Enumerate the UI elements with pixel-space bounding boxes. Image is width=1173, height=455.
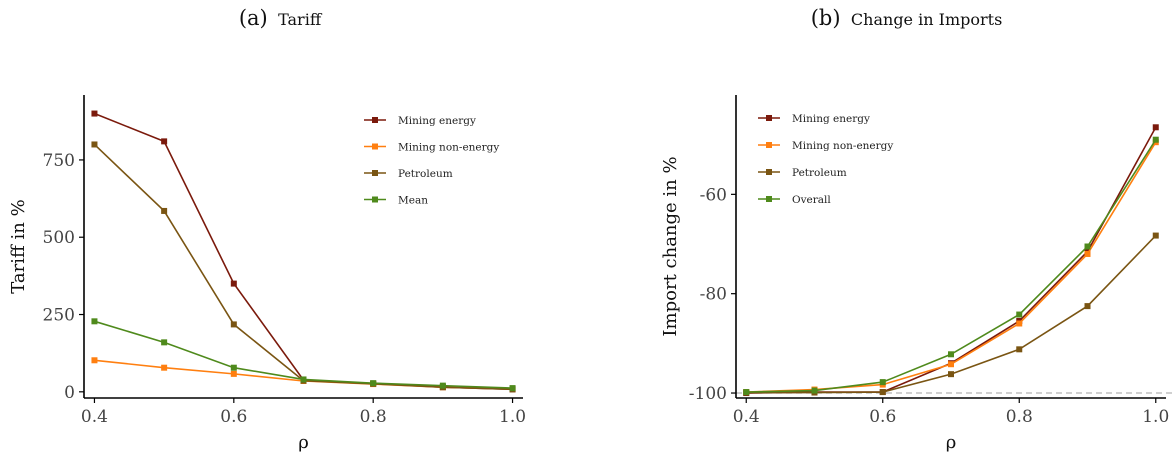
data-point [161,364,168,371]
data-point [161,339,168,346]
y-tick-label: -80 [700,285,727,305]
legend-label: Mean [398,195,428,207]
x-axis-title: ρ [946,432,957,453]
data-point [91,141,98,148]
data-point [811,387,818,394]
data-point [1016,346,1023,353]
data-point [91,110,98,117]
legend-item-petroleum: Petroleum [758,167,847,179]
data-point [1016,311,1023,318]
data-point [948,371,954,378]
series-line [94,112,513,391]
y-axis-title: Tariff in % [8,199,29,293]
legend-label: Petroleum [398,168,453,180]
imports-chart-panel: (b) Change in Imports -100 -80 -60 0.4 0.6 0.… [640,0,1173,455]
x-tick-label: 0.4 [81,407,108,427]
y-tick-label: 500 [43,228,75,248]
x-tick-label: 0.8 [1006,407,1033,427]
x-tick-label: 0.8 [360,407,387,427]
legend-item-mean: Mean [364,195,428,207]
legend-item-mining-non-energy: Mining non-energy [758,140,893,152]
data-point [161,138,168,145]
x-tick-label: 1.0 [499,407,526,427]
legend-marker [766,115,772,121]
series-mean [91,318,516,392]
data-point [1084,303,1091,310]
legend-label: Mining non-energy [792,140,893,152]
legend-item-mining-non-energy: Mining non-energy [364,142,499,154]
series-overall [743,136,1159,396]
data-point [1152,136,1159,143]
chart-b-title-text: Change in Imports [850,10,1003,29]
chart-a-title-text: Tariff [278,10,322,29]
legend-label: Mining non-energy [398,142,499,154]
y-tick-label: -100 [689,384,727,404]
legend-marker [766,142,772,148]
data-point [439,382,446,389]
data-point [948,361,954,368]
legend-item-overall: Overall [758,194,831,206]
imports-chart-svg: -100 -80 -60 0.4 0.6 0.8 1.0 ρ Import change in … [660,95,1173,453]
y-tick-label: 0 [64,383,75,403]
data-point [1016,320,1023,327]
data-point [1084,243,1091,250]
legend-label: Overall [792,194,831,206]
x-tick-label: 0.6 [869,407,896,427]
series-line [93,143,513,391]
series-line [746,235,1157,394]
legend-item-mining-energy: Mining energy [364,115,476,127]
tariff-chart-svg: 0 250 500 750 0.4 0.6 0.8 1.0 ρ Tariff in % Mining… [8,95,526,453]
data-point [161,207,168,214]
series-line [94,359,513,390]
legend-label: Mining energy [398,115,476,127]
data-point [230,370,237,377]
legend-marker [372,143,378,150]
data-point [1152,232,1159,239]
data-point [1152,124,1159,131]
y-tick-label: 750 [43,151,75,171]
x-tick-label: 0.6 [220,407,247,427]
data-point [370,380,377,387]
legend-marker [372,196,378,203]
tariff-chart-panel: (a) Tariff 0 250 500 750 0.4 0.6 0.8 1.0 ρ Tariff… [0,0,560,455]
data-point [300,376,307,383]
legend-marker [766,196,772,202]
legend-label: Petroleum [792,167,847,179]
data-point [509,385,516,392]
y-tick-label: -60 [700,185,727,205]
chart-b-title-tag: (b) [810,6,841,30]
data-point [91,318,98,325]
data-point [948,351,954,358]
legend-marker [372,117,378,123]
data-point [1084,250,1091,257]
x-axis-title: ρ [298,432,309,453]
legend-item-petroleum: Petroleum [364,168,453,180]
legend-marker [766,169,772,175]
data-point [743,389,750,396]
series-petroleum [743,232,1159,396]
x-tick-label: 1.0 [1142,407,1169,427]
chart-a-title: (a) Tariff [0,6,560,30]
y-axis-title: Import change in % [660,156,681,336]
data-point [91,357,98,364]
chart-b-title: (b) Change in Imports [640,6,1173,30]
x-tick-label: 0.4 [733,407,760,427]
data-point [230,364,237,371]
chart-a-title-tag: (a) [238,6,268,30]
legend-marker [372,170,378,176]
legend-item-mining-energy: Mining energy [758,113,870,125]
data-point [879,389,886,396]
legend-label: Mining energy [792,113,870,125]
data-point [230,321,237,328]
data-point [879,379,886,386]
y-tick-label: 250 [43,306,75,326]
data-point [230,280,237,287]
